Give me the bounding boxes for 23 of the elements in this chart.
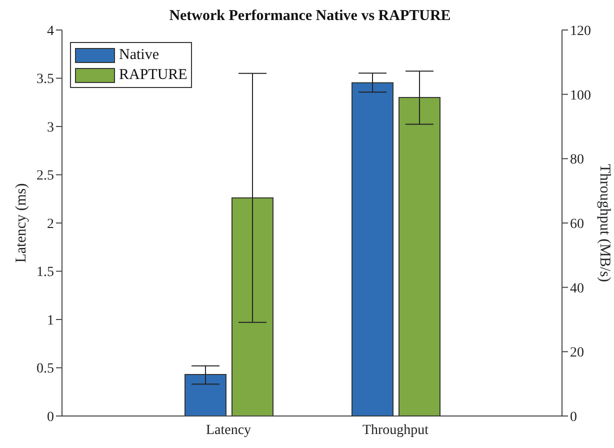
y2-tick-label: 100 [570, 88, 591, 104]
y2-tick-label: 40 [570, 281, 584, 296]
y-tick-label: 3 [47, 120, 54, 136]
y-tick-label: 1 [47, 313, 54, 328]
x-tick-label: Throughput [362, 422, 429, 438]
legend-label: Native [119, 46, 159, 65]
y2-tick-label: 120 [570, 24, 591, 39]
y-axis-title: Latency (ms) [13, 183, 30, 263]
y2-tick-label: 20 [570, 346, 584, 361]
y2-axis-title: Throughput (MB/s) [596, 164, 613, 282]
legend-label: RAPTURE [119, 66, 188, 85]
y-tick-label: 3.5 [36, 72, 54, 88]
y2-tick-label: 60 [570, 216, 584, 232]
y-tick-label: 4 [47, 24, 54, 39]
y-tick-label: 0.5 [36, 362, 54, 377]
chart-title: Network Performance Native vs RAPTURE [168, 8, 452, 24]
y2-tick-label: 0 [570, 410, 577, 425]
y-tick-label: 2 [47, 216, 54, 232]
y-tick-label: 2.5 [36, 168, 54, 184]
x-tick-label: Latency [206, 422, 252, 438]
y-tick-label: 0 [47, 410, 54, 425]
y-tick-label: 1.5 [36, 265, 54, 280]
y2-tick-label: 80 [570, 152, 584, 168]
